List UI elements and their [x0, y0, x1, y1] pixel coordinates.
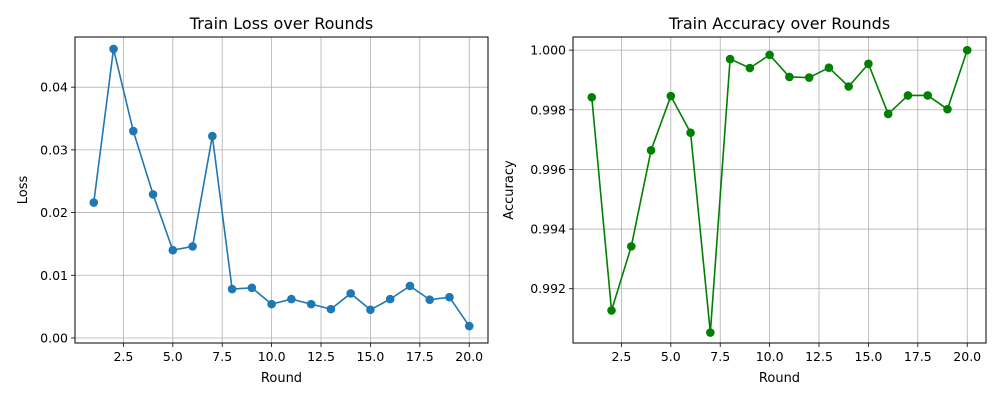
loss-x-tick-label: 10.0: [258, 349, 286, 364]
loss-y-tick-label: 0.01: [40, 268, 68, 283]
loss-data-point: [89, 198, 99, 207]
loss-chart-grid: [75, 37, 488, 343]
accuracy-data-point: [607, 306, 616, 315]
loss-y-tick-label: 0.02: [40, 205, 68, 220]
loss-x-tick-label: 15.0: [357, 349, 385, 364]
accuracy-chart-ticks: 2.5 5.0 7.5 10.0 12.5 15.0 17.5 20.0 0.992 0.994 0…: [530, 43, 981, 364]
loss-x-tick-label: 2.5: [113, 349, 133, 364]
loss-chart-plot: [89, 44, 474, 331]
accuracy-chart-grid: [573, 37, 986, 343]
loss-data-point: [405, 281, 415, 291]
accuracy-chart-plot: [587, 45, 972, 337]
accuracy-x-tick-label: 10.0: [756, 349, 784, 364]
loss-chart-ticks: 2.5 5.0 7.5 10.0 12.5 15.0 17.5 20.0 0.00 0.01 0.0…: [40, 80, 483, 364]
loss-data-point: [148, 190, 158, 199]
loss-y-tick-label: 0.03: [40, 142, 68, 157]
accuracy-x-tick-label: 5.0: [661, 349, 681, 364]
accuracy-y-tick-label: 0.996: [530, 162, 566, 177]
loss-data-point: [227, 284, 237, 294]
loss-chart-title: Train Loss over Rounds: [189, 14, 373, 33]
loss-x-tick-label: 7.5: [212, 349, 232, 364]
accuracy-data-point: [686, 128, 695, 138]
loss-data-point: [425, 295, 435, 305]
loss-data-point: [385, 294, 395, 304]
accuracy-data-point: [824, 63, 834, 73]
loss-chart: 2.5 5.0 7.5 10.0 12.5 15.0 17.5 20.0 0.00 0.01 0.0…: [16, 14, 489, 386]
accuracy-y-tick-label: 0.998: [530, 102, 566, 117]
accuracy-x-tick-label: 7.5: [710, 349, 730, 364]
accuracy-data-point: [725, 54, 735, 64]
accuracy-data-point: [745, 63, 755, 73]
loss-x-tick-label: 5.0: [163, 349, 183, 364]
accuracy-data-point: [844, 82, 853, 91]
loss-data-point: [128, 126, 138, 136]
accuracy-x-tick-label: 17.5: [904, 349, 932, 364]
accuracy-chart-x-axis-label: Round: [759, 371, 800, 386]
loss-data-point: [188, 242, 197, 251]
accuracy-data-point: [804, 73, 814, 82]
accuracy-y-tick-label: 1.000: [530, 43, 566, 58]
accuracy-x-tick-label: 2.5: [611, 349, 631, 364]
loss-chart-frame: [74, 36, 489, 344]
loss-data-point: [306, 299, 316, 309]
accuracy-data-point: [626, 242, 636, 251]
loss-data-point: [445, 292, 454, 302]
accuracy-data-point: [903, 91, 913, 100]
loss-data-point: [346, 289, 355, 298]
accuracy-data-point: [785, 72, 794, 82]
accuracy-data-point: [923, 91, 933, 100]
accuracy-data-point: [706, 328, 715, 337]
accuracy-chart-title: Train Accuracy over Rounds: [668, 14, 890, 33]
accuracy-chart-y-axis-label: Accuracy: [502, 160, 517, 220]
accuracy-data-point: [587, 92, 597, 102]
accuracy-y-tick-label: 0.992: [530, 281, 566, 296]
loss-chart-x-axis-label: Round: [261, 371, 302, 386]
accuracy-data-point: [962, 45, 972, 55]
accuracy-x-tick-label: 15.0: [855, 349, 883, 364]
accuracy-chart-frame: [572, 36, 987, 344]
accuracy-data-point: [765, 50, 774, 60]
loss-x-tick-label: 17.5: [406, 349, 434, 364]
accuracy-x-tick-label: 20.0: [953, 349, 981, 364]
accuracy-chart: 2.5 5.0 7.5 10.0 12.5 15.0 17.5 20.0 0.992 0.994 0…: [502, 14, 987, 386]
loss-chart-y-axis-label: Loss: [16, 176, 31, 205]
loss-data-point: [326, 304, 336, 314]
accuracy-data-point: [943, 104, 952, 114]
loss-y-tick-label: 0.04: [40, 80, 68, 95]
loss-x-tick-label: 12.5: [307, 349, 335, 364]
accuracy-y-tick-label: 0.994: [530, 222, 566, 237]
loss-y-tick-label: 0.00: [40, 330, 68, 345]
accuracy-data-point: [864, 59, 873, 69]
loss-data-point: [464, 321, 474, 331]
loss-data-point: [247, 283, 257, 293]
loss-data-point: [366, 305, 375, 315]
loss-data-point: [109, 44, 118, 54]
loss-data-point: [267, 299, 276, 309]
loss-data-point: [208, 131, 217, 141]
accuracy-data-point: [883, 109, 893, 119]
accuracy-data-point: [666, 91, 676, 101]
accuracy-data-point: [646, 146, 656, 155]
accuracy-series-line: [590, 49, 968, 333]
loss-x-tick-label: 20.0: [455, 349, 483, 364]
accuracy-x-tick-label: 12.5: [805, 349, 833, 364]
loss-data-point: [168, 245, 178, 255]
loss-data-point: [287, 294, 296, 304]
